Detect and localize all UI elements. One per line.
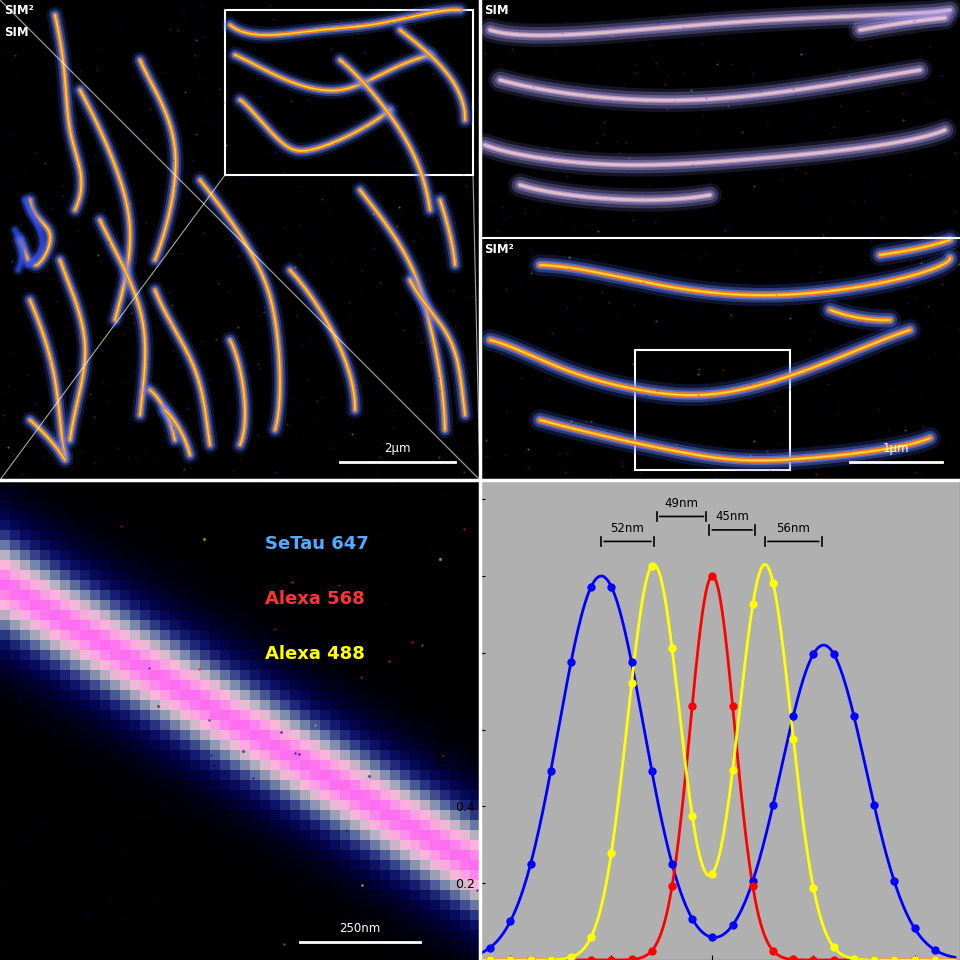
Text: 49nm: 49nm (664, 496, 699, 510)
Text: 250nm: 250nm (340, 922, 380, 935)
Text: SeTau 647: SeTau 647 (265, 535, 369, 553)
Text: SIM²: SIM² (484, 243, 514, 256)
Y-axis label: Intensity (AU): Intensity (AU) (436, 672, 449, 768)
Bar (635, 350, 790, 470)
Text: 1μm: 1μm (883, 442, 909, 455)
Text: SIM: SIM (4, 26, 29, 39)
Text: Alexa 568: Alexa 568 (265, 590, 365, 608)
Text: 56nm: 56nm (777, 521, 810, 535)
Text: 45nm: 45nm (715, 510, 749, 523)
Text: 52nm: 52nm (611, 521, 644, 535)
Text: Alexa 488: Alexa 488 (265, 645, 365, 663)
Text: 2μm: 2μm (384, 442, 410, 455)
Bar (225, 10, 473, 175)
Text: SIM²: SIM² (4, 4, 34, 17)
Text: SIM: SIM (484, 4, 509, 17)
